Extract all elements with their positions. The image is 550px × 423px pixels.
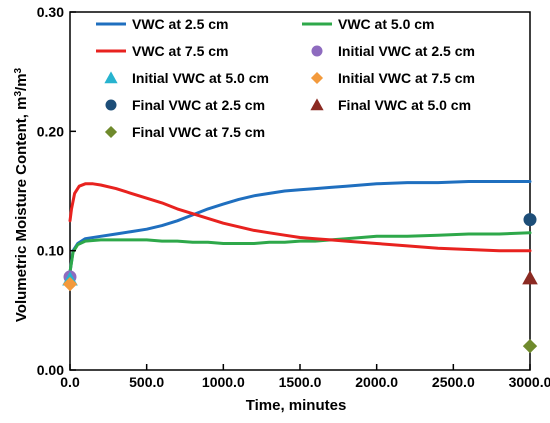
legend-item-final-vwc-at-5-0-cm: Final VWC at 5.0 cm: [310, 97, 471, 113]
marker-layer: [62, 213, 538, 354]
legend-swatch: [104, 71, 118, 84]
legend-label: VWC at 2.5 cm: [132, 16, 228, 32]
legend-swatch: [105, 99, 117, 111]
y-tick-label: 0.10: [37, 243, 64, 259]
legend-label: Initial VWC at 5.0 cm: [132, 70, 269, 86]
x-tick-label: 500.0: [129, 374, 164, 390]
x-tick-label: 2000.0: [355, 374, 398, 390]
legend-label: VWC at 7.5 cm: [132, 43, 228, 59]
legend-swatch: [310, 71, 324, 85]
x-axis-title: Time, minutes: [246, 397, 347, 414]
y-tick-label: 0.00: [37, 362, 64, 378]
y-axis-title: Volumetric Moisture Content, m3/m3: [13, 67, 31, 322]
legend: VWC at 2.5 cm VWC at 5.0 cm VWC at 7.5 cm I…: [96, 16, 475, 140]
legend-item-vwc-at-5-0-cm: VWC at 5.0 cm: [302, 16, 434, 32]
x-tick-label: 3000.0: [509, 374, 550, 390]
data-point-final-vwc-at-5-0-cm: [522, 270, 538, 285]
legend-item-initial-vwc-at-2-5-cm: Initial VWC at 2.5 cm: [311, 43, 475, 59]
legend-item-initial-vwc-at-7-5-cm: Initial VWC at 7.5 cm: [310, 70, 475, 86]
x-axis-ticks: 0.0 500.0 1000.0 1500.0 2000.0 2500.0 3000.0: [60, 364, 550, 390]
legend-label: Initial VWC at 2.5 cm: [338, 43, 475, 59]
legend-label: Final VWC at 2.5 cm: [132, 97, 265, 113]
y-tick-label: 0.20: [37, 123, 64, 139]
series-line-vwc-at-5-0-cm: [68, 231, 532, 274]
legend-label: Final VWC at 7.5 cm: [132, 124, 265, 140]
x-tick-label: 1500.0: [279, 374, 322, 390]
x-tick-label: 0.0: [60, 374, 80, 390]
series-line-vwc-at-7-5-cm: [68, 182, 532, 253]
y-tick-label: 0.30: [37, 4, 64, 20]
series-layer: [68, 180, 532, 274]
legend-swatch: [104, 125, 118, 139]
data-point-final-vwc-at-7-5-cm: [522, 338, 538, 354]
x-tick-label: 1000.0: [202, 374, 245, 390]
legend-item-vwc-at-7-5-cm: VWC at 7.5 cm: [96, 43, 228, 59]
y-axis-ticks: 0.00 0.10 0.20 0.30: [37, 4, 76, 378]
series-line-vwc-at-2-5-cm: [68, 180, 532, 274]
legend-item-vwc-at-2-5-cm: VWC at 2.5 cm: [96, 16, 228, 32]
legend-swatch: [310, 98, 324, 111]
legend-swatch: [311, 45, 323, 57]
legend-item-final-vwc-at-7-5-cm: Final VWC at 7.5 cm: [104, 124, 265, 140]
legend-label: Initial VWC at 7.5 cm: [338, 70, 475, 86]
legend-label: Final VWC at 5.0 cm: [338, 97, 471, 113]
legend-item-final-vwc-at-2-5-cm: Final VWC at 2.5 cm: [105, 97, 265, 113]
legend-item-initial-vwc-at-5-0-cm: Initial VWC at 5.0 cm: [104, 70, 269, 86]
x-tick-label: 2500.0: [432, 374, 475, 390]
data-point-initial-vwc-at-7-5-cm: [62, 276, 78, 292]
data-point-final-vwc-at-2-5-cm: [523, 213, 537, 227]
legend-label: VWC at 5.0 cm: [338, 16, 434, 32]
